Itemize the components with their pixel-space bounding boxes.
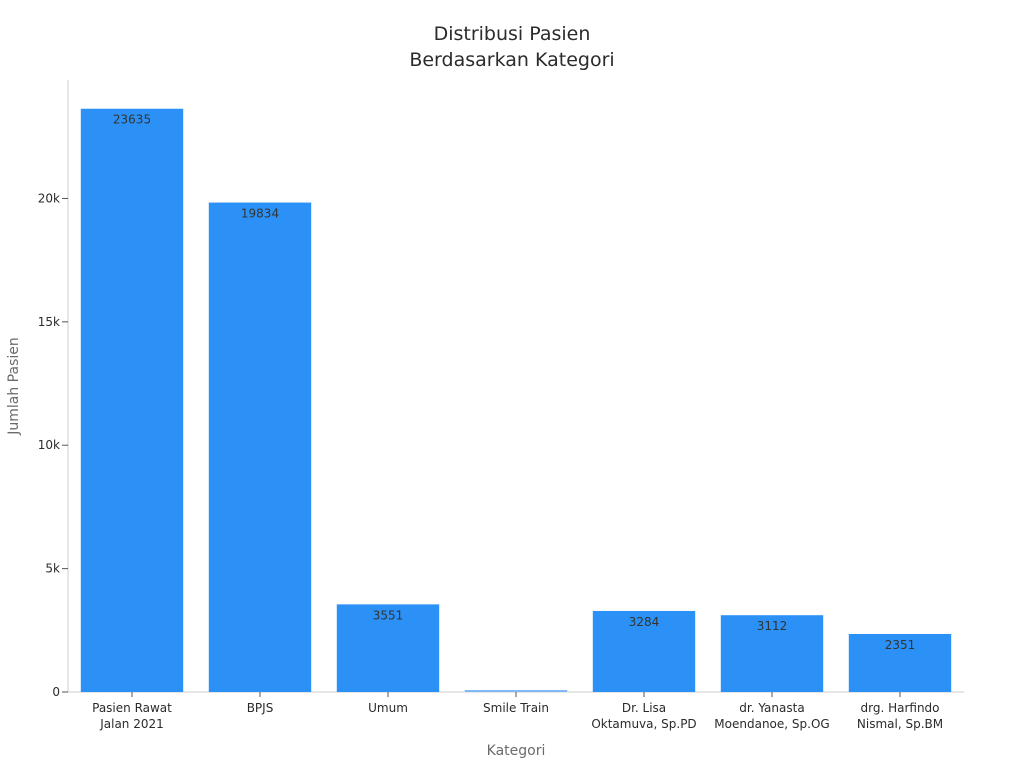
x-tick-label: dr. Yanasta [739, 701, 804, 715]
x-tick-label: Moendanoe, Sp.OG [714, 717, 829, 731]
bar-value-label: 19834 [241, 207, 279, 221]
x-tick-label: Nismal, Sp.BM [857, 717, 943, 731]
bar-value-label: 2351 [885, 638, 916, 652]
x-tick-label: Umum [368, 701, 408, 715]
y-tick-label: 10k [38, 438, 60, 452]
bar-value-label: 23635 [113, 113, 151, 127]
x-tick-label: drg. Harfindo [860, 701, 939, 715]
bar-value-label: 3551 [373, 608, 404, 622]
bar [464, 690, 568, 692]
bar-value-label: 3284 [629, 615, 660, 629]
chart-title-line-2: Berdasarkan Kategori [409, 49, 614, 71]
chart-title-line-1: Distribusi Pasien [434, 23, 591, 45]
bar-value-label: 3112 [757, 619, 788, 633]
plot-area: 0 5k 10k 15k 20k Pasien Rawat Jalan 2021 23635 B… [38, 80, 964, 731]
x-tick-label: BPJS [247, 701, 274, 715]
y-axis-title: Jumlah Pasien [6, 337, 22, 436]
x-axis-title: Kategori [487, 743, 546, 759]
y-tick-label: 0 [52, 685, 60, 699]
bar [80, 108, 184, 692]
bar [336, 604, 440, 692]
x-tick-label: Oktamuva, Sp.PD [591, 717, 696, 731]
y-tick-label: 5k [45, 562, 60, 576]
bar [208, 202, 312, 692]
y-tick-label: 20k [38, 191, 60, 205]
x-tick-label: Dr. Lisa [622, 701, 666, 715]
bar [848, 633, 952, 692]
bar [720, 615, 824, 692]
x-tick-label: Jalan 2021 [99, 717, 164, 731]
x-tick-label: Pasien Rawat [92, 701, 172, 715]
y-tick-label: 15k [38, 315, 60, 329]
bar [592, 610, 696, 692]
x-tick-label: Smile Train [483, 701, 549, 715]
